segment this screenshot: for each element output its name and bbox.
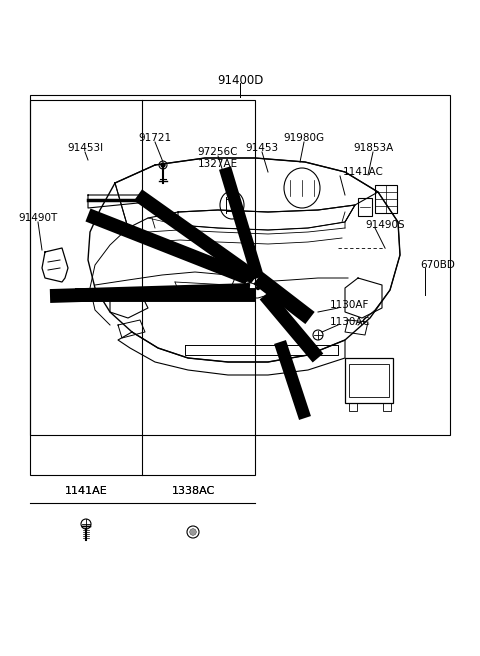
Text: 91853A: 91853A bbox=[353, 143, 393, 153]
Text: 1338AC: 1338AC bbox=[171, 486, 215, 496]
Text: 1130AF: 1130AF bbox=[330, 300, 370, 310]
Text: 91980G: 91980G bbox=[283, 133, 324, 143]
Circle shape bbox=[191, 529, 195, 535]
Circle shape bbox=[247, 283, 250, 287]
Bar bbox=[358, 198, 372, 216]
Bar bbox=[30, 100, 255, 475]
Text: 91490S: 91490S bbox=[365, 220, 405, 230]
Text: 1338AC: 1338AC bbox=[171, 486, 215, 496]
Bar bbox=[349, 364, 389, 397]
Text: 91490T: 91490T bbox=[18, 213, 58, 223]
Bar bbox=[383, 403, 391, 411]
Circle shape bbox=[261, 283, 264, 287]
Text: 91453I: 91453I bbox=[67, 143, 103, 153]
Text: 670BD: 670BD bbox=[420, 260, 455, 270]
Circle shape bbox=[161, 163, 165, 167]
Text: 91721: 91721 bbox=[138, 133, 171, 143]
Bar bbox=[349, 403, 357, 411]
Text: 97256C: 97256C bbox=[198, 147, 238, 157]
Text: 1141AE: 1141AE bbox=[65, 486, 108, 496]
Bar bbox=[345, 358, 393, 403]
Text: 1141AE: 1141AE bbox=[65, 486, 108, 496]
Text: 91400D: 91400D bbox=[217, 73, 263, 87]
Text: 91453: 91453 bbox=[245, 143, 278, 153]
Bar bbox=[375, 185, 397, 213]
Text: 1141AC: 1141AC bbox=[343, 167, 384, 177]
Bar bbox=[30, 95, 450, 435]
Text: 1327AE: 1327AE bbox=[198, 159, 238, 169]
Text: 1130AC: 1130AC bbox=[330, 317, 371, 327]
Circle shape bbox=[256, 287, 260, 289]
